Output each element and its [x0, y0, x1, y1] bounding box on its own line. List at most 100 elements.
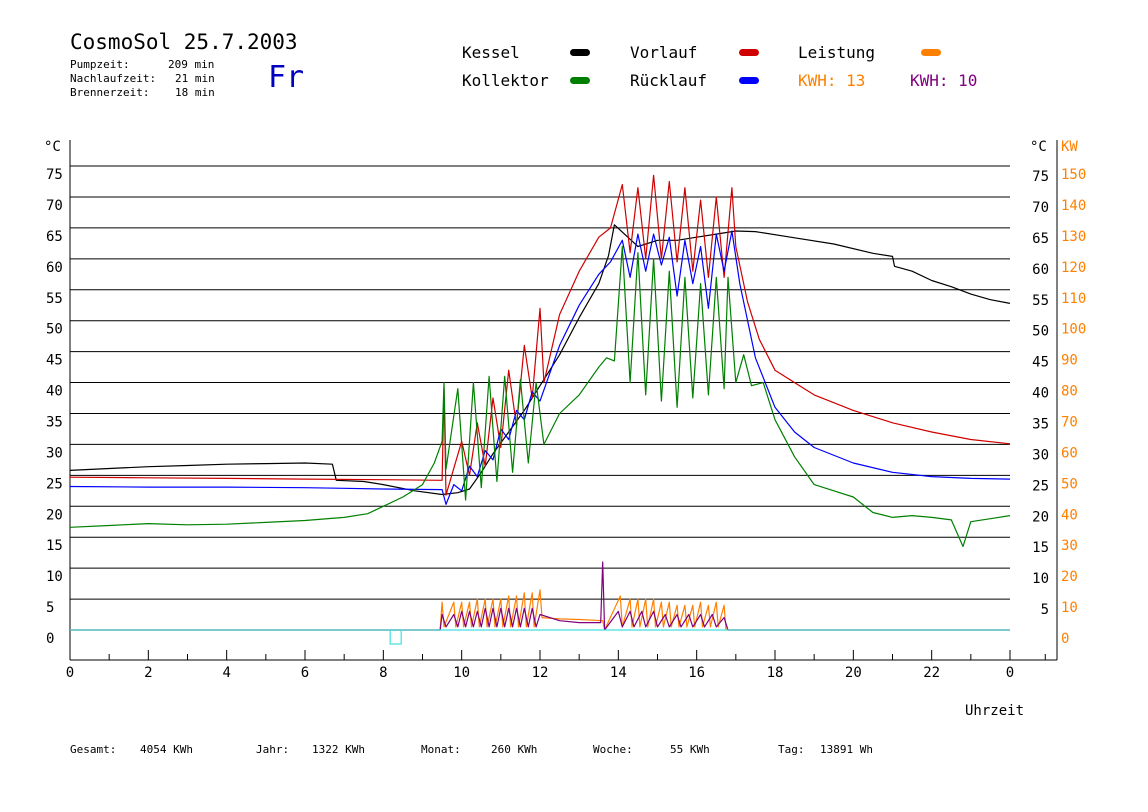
y-tick-label-right: 55 — [1032, 293, 1049, 309]
chart-tick-labels: 0 2 4 6 8 10 12 14 16 18 20 22 005101520253035404550… — [46, 167, 1086, 681]
x-tick-label: 22 — [923, 665, 940, 681]
page-title: CosmoSol 25.7.2003 — [70, 30, 298, 54]
footer-gesamt-label: Gesamt: — [70, 743, 117, 756]
legend-kessel-swatch — [570, 49, 590, 56]
footer-tag-label: Tag: — [778, 743, 805, 756]
x-tick-label: 6 — [301, 665, 309, 681]
y-tick-label-left: 55 — [46, 291, 63, 307]
chart-axes — [69, 140, 1058, 661]
y-tick-label-left: 15 — [46, 538, 63, 554]
footer-gesamt-value: 4054 KWh — [140, 743, 193, 756]
y-tick-label-right: 45 — [1032, 355, 1049, 371]
legend-ruecklauf-swatch — [739, 77, 759, 84]
footer-jahr-label: Jahr: — [256, 743, 290, 756]
x-tick-label: 10 — [453, 665, 470, 681]
legend-ruecklauf-label: Rücklauf — [630, 71, 708, 90]
footer-jahr-value: 1322 KWh — [312, 743, 365, 756]
x-tick-label: 20 — [845, 665, 862, 681]
y-tick-label-power: 0 — [1061, 631, 1069, 647]
x-tick-label: 14 — [610, 665, 627, 681]
y-tick-label-right: 20 — [1032, 509, 1049, 525]
y-tick-label-right: 35 — [1032, 416, 1049, 432]
y-tick-label-power: 10 — [1061, 600, 1078, 616]
y-tick-label-right: 10 — [1032, 571, 1049, 587]
legend-kessel-label: Kessel — [462, 43, 520, 62]
y-tick-label-right: 50 — [1032, 324, 1049, 340]
x-tick-label: 8 — [379, 665, 387, 681]
y-tick-label-right: 70 — [1032, 200, 1049, 216]
y-tick-label-left: 65 — [46, 229, 63, 245]
y-tick-label-power: 100 — [1061, 322, 1086, 338]
y-tick-label-left: 50 — [46, 322, 63, 338]
y-tick-label-right: 60 — [1032, 262, 1049, 278]
series-line-kwh — [70, 561, 1010, 631]
footer-woche-value: 55 KWh — [670, 743, 710, 756]
stat-brennerzeit-label: Brennerzeit: — [70, 86, 150, 99]
y-tick-label-power: 90 — [1061, 353, 1078, 369]
x-tick-label: 18 — [767, 665, 784, 681]
y-tick-label-left: 30 — [46, 445, 63, 461]
y-tick-label-left: 45 — [46, 353, 63, 369]
legend-vorlauf-swatch — [739, 49, 759, 56]
y-axis-label-right: °C — [1030, 139, 1047, 155]
legend-leistung-swatch — [921, 49, 941, 56]
y-tick-label-left: 25 — [46, 476, 63, 492]
legend-vorlauf-label: Vorlauf — [630, 43, 698, 62]
y-tick-label-left: 70 — [46, 198, 63, 214]
stat-nachlaufzeit-label: Nachlaufzeit: — [70, 72, 157, 85]
y-tick-label-right: 25 — [1032, 478, 1049, 494]
y-tick-label-left: 0 — [46, 631, 54, 647]
x-tick-label: 2 — [144, 665, 152, 681]
y-tick-label-power: 20 — [1061, 569, 1078, 585]
x-tick-label: 16 — [688, 665, 705, 681]
x-tick-label: 0 — [1006, 665, 1014, 681]
y-tick-label-power: 130 — [1061, 229, 1086, 245]
y-tick-label-left: 20 — [46, 507, 63, 523]
y-tick-label-power: 40 — [1061, 507, 1078, 523]
y-tick-label-left: 40 — [46, 384, 63, 400]
footer-monat-label: Monat: — [421, 743, 461, 756]
y-tick-label-right: 30 — [1032, 447, 1049, 463]
x-tick-label: 0 — [66, 665, 74, 681]
y-tick-label-left: 60 — [46, 260, 63, 276]
y-tick-label-left: 75 — [46, 167, 63, 183]
y-tick-label-left: 35 — [46, 414, 63, 430]
stat-nachlaufzeit-value: 21 min — [175, 72, 215, 85]
footer-woche-label: Woche: — [593, 743, 633, 756]
weekday-label: Fr — [268, 60, 305, 95]
legend-kollektor-label: Kollektor — [462, 71, 549, 90]
x-axis-label: Uhrzeit — [965, 703, 1024, 719]
y-tick-label-power: 110 — [1061, 291, 1086, 307]
series-line-kessel — [69, 224, 1011, 496]
y-tick-label-right: 5 — [1041, 602, 1049, 618]
y-tick-label-power: 140 — [1061, 198, 1086, 214]
chart-series — [69, 174, 1011, 645]
y-tick-label-power: 50 — [1061, 476, 1078, 492]
y-tick-label-right: 15 — [1032, 540, 1049, 556]
stat-pumpzeit-label: Pumpzeit: — [70, 58, 130, 71]
y-tick-label-power: 80 — [1061, 384, 1078, 400]
footer-tag-value: 13891 Wh — [820, 743, 873, 756]
series-line-kollektor — [69, 245, 1011, 548]
y-tick-label-power: 60 — [1061, 445, 1078, 461]
y-tick-label-right: 65 — [1032, 231, 1049, 247]
y-tick-label-right: 40 — [1032, 386, 1049, 402]
y-axis-label-power: KW — [1061, 139, 1078, 155]
x-tick-label: 12 — [532, 665, 549, 681]
legend-kollektor-swatch — [570, 77, 590, 84]
y-tick-label-power: 150 — [1061, 167, 1086, 183]
footer-monat-value: 260 KWh — [491, 743, 538, 756]
stat-pumpzeit-value: 209 min — [168, 58, 215, 71]
legend-leistung-label: Leistung — [798, 43, 876, 62]
chart-gridlines — [70, 165, 1010, 631]
y-tick-label-right: 75 — [1032, 169, 1049, 185]
y-axis-label-left: °C — [44, 139, 61, 155]
y-tick-label-left: 5 — [46, 600, 54, 616]
x-tick-label: 4 — [222, 665, 230, 681]
y-tick-label-power: 70 — [1061, 414, 1078, 430]
stat-brennerzeit-value: 18 min — [175, 86, 215, 99]
baseline-marker — [389, 629, 402, 645]
legend-kwh-purple: KWH: 10 — [910, 71, 978, 90]
y-tick-label-power: 30 — [1061, 538, 1078, 554]
